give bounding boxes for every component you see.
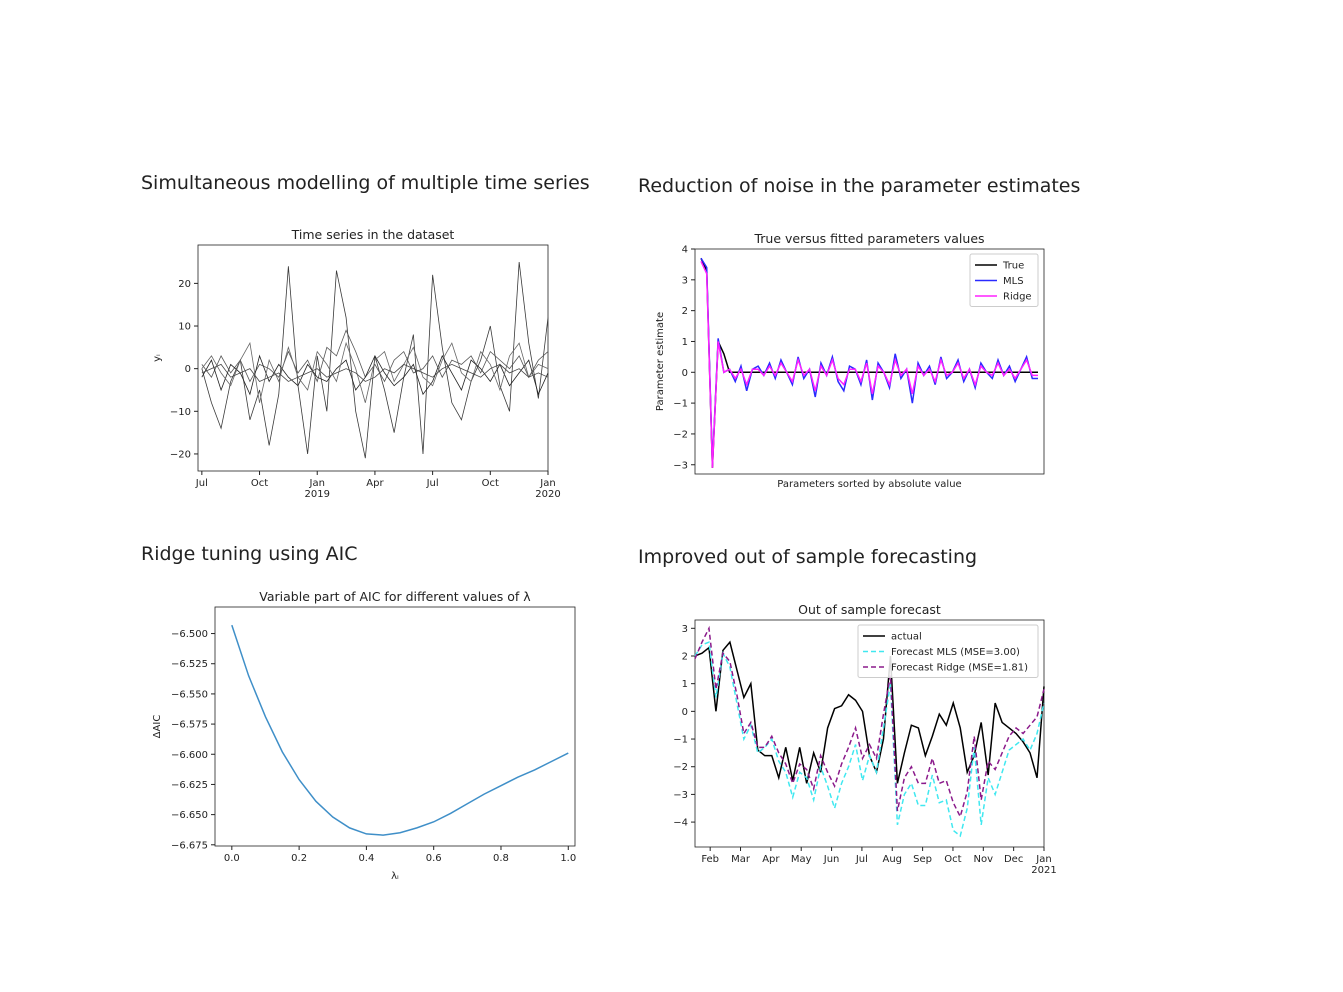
x-tick-label: Jan 2020 [535, 478, 560, 500]
x-tick-label: 0.0 [224, 853, 240, 864]
x-tick-label: 1.0 [560, 853, 576, 864]
y-tick-label: 3 [682, 275, 688, 286]
legend-label: MLS [1003, 276, 1024, 287]
y-tick-label: 1 [682, 337, 688, 348]
series-line [231, 624, 569, 836]
series-line [694, 641, 1045, 838]
plot-frame [197, 244, 549, 472]
series-line [201, 354, 549, 396]
y-tick-label: 0 [682, 368, 688, 379]
x-tick-label: Jan 2021 [1031, 854, 1056, 876]
y-tick-label: −6.550 [171, 689, 208, 700]
x-tick-label: 0.2 [291, 853, 307, 864]
y-tick-label: 1 [682, 679, 688, 690]
series-line [700, 257, 1038, 468]
x-tick-label: 0.8 [493, 853, 509, 864]
y-tick-label: −10 [170, 407, 191, 418]
x-tick-label: Aug [882, 854, 902, 865]
legend-label: True [1002, 261, 1024, 272]
x-tick-label: Nov [974, 854, 994, 865]
x-tick-label: Jan 2019 [305, 478, 330, 500]
y-tick-label: −6.500 [171, 629, 208, 640]
y-axis-label: Parameter estimate [655, 312, 666, 411]
x-tick-label: Jul [426, 478, 439, 489]
chart-title: Variable part of AIC for different value… [259, 589, 531, 604]
x-tick-label: Jun [823, 854, 840, 865]
legend-label: Forecast MLS (MSE=3.00) [891, 647, 1020, 658]
x-tick-label: Apr [366, 478, 384, 489]
x-axis-label: Parameters sorted by absolute value [777, 479, 961, 490]
section-heading: Improved out of sample forecasting [638, 546, 977, 568]
x-tick-label: Sep [913, 854, 932, 865]
x-tick-label: Apr [762, 854, 780, 865]
section-heading: Reduction of noise in the parameter esti… [638, 175, 1080, 197]
y-tick-label: −6.600 [171, 750, 208, 761]
x-tick-label: Feb [701, 854, 719, 865]
y-tick-label: −1 [673, 735, 688, 746]
y-tick-label: 2 [682, 651, 688, 662]
y-tick-label: 10 [178, 322, 191, 333]
plot-frame [694, 619, 1045, 848]
x-tick-label: Oct [251, 478, 268, 489]
y-tick-label: −3 [673, 790, 688, 801]
x-tick-label: May [791, 854, 812, 865]
x-tick-label: Mar [731, 854, 751, 865]
x-tick-label: Oct [944, 854, 961, 865]
chart-title: Out of sample forecast [798, 602, 941, 617]
x-axis-label: λᵢ [391, 871, 399, 882]
legend-label: Forecast Ridge (MSE=1.81) [891, 663, 1028, 674]
y-tick-label: 4 [682, 245, 688, 256]
y-axis-label: ΔAIC [152, 715, 163, 739]
legend-label: actual [891, 632, 922, 643]
series-line [201, 341, 549, 403]
legend-label: Ridge [1003, 292, 1032, 303]
series-line [201, 363, 549, 382]
y-tick-label: −3 [673, 460, 688, 471]
x-tick-label: Oct [482, 478, 499, 489]
y-tick-label: 3 [682, 624, 688, 635]
series-line [201, 329, 549, 383]
series-line [700, 261, 1038, 468]
chart-title: Time series in the dataset [291, 227, 455, 242]
y-tick-label: −2 [673, 762, 688, 773]
x-tick-label: 0.4 [358, 853, 374, 864]
x-tick-label: 0.6 [426, 853, 442, 864]
x-tick-label: Dec [1004, 854, 1023, 865]
y-tick-label: −1 [673, 399, 688, 410]
y-axis-label: yᵢ [152, 354, 163, 362]
legend-box [857, 624, 1039, 678]
plot-frame [214, 606, 576, 847]
y-tick-label: −2 [673, 429, 688, 440]
y-tick-label: −4 [673, 818, 688, 829]
y-tick-label: 20 [178, 279, 191, 290]
y-tick-label: −6.625 [171, 780, 208, 791]
series-line [694, 625, 1045, 819]
chart-title: True versus fitted parameters values [753, 231, 984, 246]
y-tick-label: −6.575 [171, 720, 208, 731]
y-tick-label: −6.675 [171, 840, 208, 851]
x-tick-label: Jul [195, 478, 208, 489]
y-tick-label: 0 [185, 364, 191, 375]
y-tick-label: −6.525 [171, 659, 208, 670]
y-tick-label: 0 [682, 707, 688, 718]
y-tick-label: −20 [170, 449, 191, 460]
section-heading: Ridge tuning using AIC [141, 543, 358, 565]
section-heading: Simultaneous modelling of multiple time … [141, 172, 590, 194]
x-tick-label: Jul [855, 854, 868, 865]
legend-box [969, 253, 1039, 307]
y-tick-label: 2 [682, 306, 688, 317]
y-tick-label: −6.650 [171, 810, 208, 821]
plot-frame [694, 248, 1045, 475]
